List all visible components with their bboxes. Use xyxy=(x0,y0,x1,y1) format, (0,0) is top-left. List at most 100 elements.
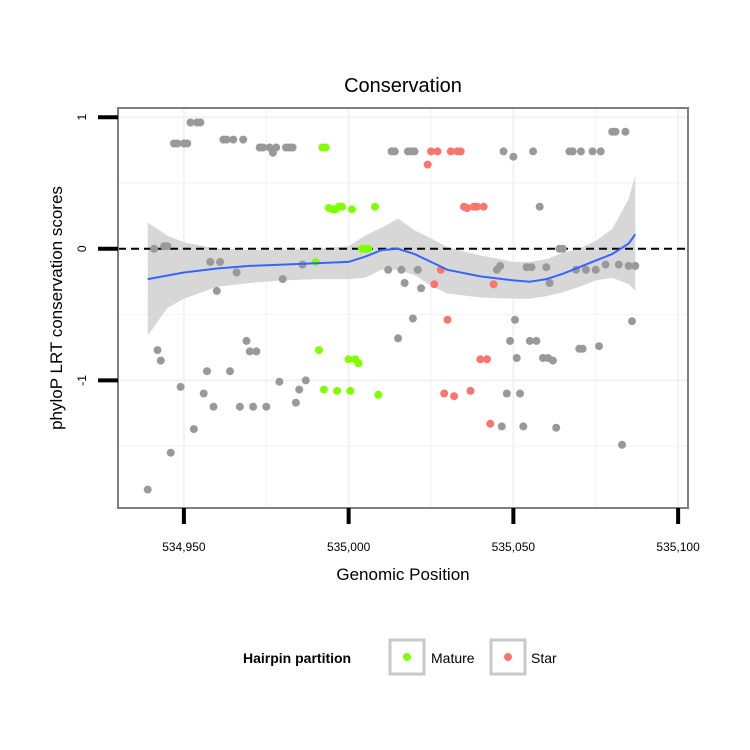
data-point-other xyxy=(262,402,271,411)
data-point-other xyxy=(410,147,419,156)
y-axis-title: phyloP LRT conservation scores xyxy=(47,186,66,430)
data-point-other xyxy=(502,389,511,398)
data-point-other xyxy=(212,286,221,295)
data-point-other xyxy=(301,376,310,385)
data-point-other xyxy=(384,265,393,274)
data-point-star xyxy=(479,202,488,211)
data-point-other xyxy=(525,336,534,345)
data-point-other xyxy=(163,242,172,251)
data-point-other xyxy=(166,448,175,457)
data-point-other xyxy=(229,135,238,144)
data-point-star xyxy=(450,392,459,401)
data-point-mature xyxy=(347,205,356,214)
data-point-star xyxy=(489,280,498,289)
data-point-other xyxy=(143,485,152,494)
data-point-other xyxy=(156,356,165,365)
x-axis: 534,950 535,000 535,050 535,100 xyxy=(162,508,700,554)
data-point-mature xyxy=(371,202,379,211)
confidence-band-area xyxy=(147,175,636,336)
legend-star-swatch xyxy=(504,653,512,661)
data-point-other xyxy=(259,143,267,152)
data-point-other xyxy=(497,422,506,431)
x-tick-label: 534,950 xyxy=(162,540,206,554)
data-point-other xyxy=(239,135,248,144)
data-point-other xyxy=(568,147,577,156)
data-point-star xyxy=(463,204,472,212)
data-point-other xyxy=(621,127,630,136)
data-point-other xyxy=(173,139,182,148)
data-point-other xyxy=(588,147,597,156)
data-point-other xyxy=(631,261,640,270)
legend-label-mature: Mature xyxy=(431,650,475,666)
x-axis-title: Genomic Position xyxy=(336,565,469,584)
data-point-other xyxy=(203,367,211,376)
data-point-other xyxy=(535,202,544,211)
data-point-other xyxy=(499,147,508,156)
data-point-other xyxy=(196,118,205,127)
data-point-other xyxy=(506,336,515,345)
legend: Hairpin partition Mature Star xyxy=(243,638,557,676)
y-tick-label: 1 xyxy=(75,114,89,121)
data-point-other xyxy=(496,261,505,270)
loess-fit-line xyxy=(147,233,637,283)
data-point-other xyxy=(552,423,561,432)
data-point-mature xyxy=(333,386,342,395)
legend-title: Hairpin partition xyxy=(243,650,351,666)
data-point-star xyxy=(430,280,439,289)
data-point-star xyxy=(423,160,432,169)
data-point-star xyxy=(440,389,449,398)
data-point-other xyxy=(578,344,587,353)
data-point-other xyxy=(397,265,406,274)
data-point-other xyxy=(624,261,633,270)
data-point-other xyxy=(226,367,234,376)
y-tick-label: 0 xyxy=(75,245,89,252)
plot-panel xyxy=(118,108,688,508)
data-point-mature xyxy=(364,244,373,253)
data-point-other xyxy=(249,402,258,411)
data-point-star xyxy=(433,147,442,156)
x-tick-label: 535,050 xyxy=(492,540,536,554)
data-point-other xyxy=(516,389,524,398)
data-point-other xyxy=(272,143,281,152)
data-point-other xyxy=(186,118,195,127)
data-point-other xyxy=(199,389,208,398)
data-point-star xyxy=(476,355,485,364)
data-point-other xyxy=(527,263,536,272)
data-point-other xyxy=(275,377,284,386)
data-point-other xyxy=(209,402,218,411)
data-point-other xyxy=(235,402,244,411)
chart-title: Conservation xyxy=(344,75,462,97)
data-point-other xyxy=(278,275,287,284)
data-point-mature xyxy=(354,359,363,368)
legend-label-star: Star xyxy=(531,650,557,666)
data-point-other xyxy=(400,279,409,287)
data-point-other xyxy=(206,257,215,266)
y-axis: 1 0 -1 xyxy=(75,114,118,386)
data-point-other xyxy=(548,356,557,365)
data-point-other xyxy=(628,317,636,326)
data-point-other xyxy=(512,354,521,362)
data-point-other xyxy=(242,336,251,345)
smooth-curve xyxy=(147,233,637,283)
data-point-other xyxy=(153,346,162,355)
data-point-other xyxy=(596,147,605,156)
data-point-mature xyxy=(321,143,330,152)
data-point-mature xyxy=(311,257,320,266)
data-point-other xyxy=(232,268,241,277)
data-point-star xyxy=(466,386,475,395)
data-point-other xyxy=(413,265,422,274)
data-point-other xyxy=(394,334,403,343)
data-point-other xyxy=(189,425,198,434)
plot-panel-border xyxy=(117,107,689,509)
data-point-other xyxy=(295,385,304,394)
data-point-other xyxy=(222,135,231,144)
data-point-other xyxy=(576,147,585,156)
data-point-other xyxy=(519,422,528,431)
data-point-other xyxy=(614,260,623,269)
data-point-other xyxy=(529,147,538,156)
data-points xyxy=(143,118,640,494)
data-point-other xyxy=(216,257,225,266)
data-point-star xyxy=(456,147,465,156)
data-point-other xyxy=(288,143,297,152)
